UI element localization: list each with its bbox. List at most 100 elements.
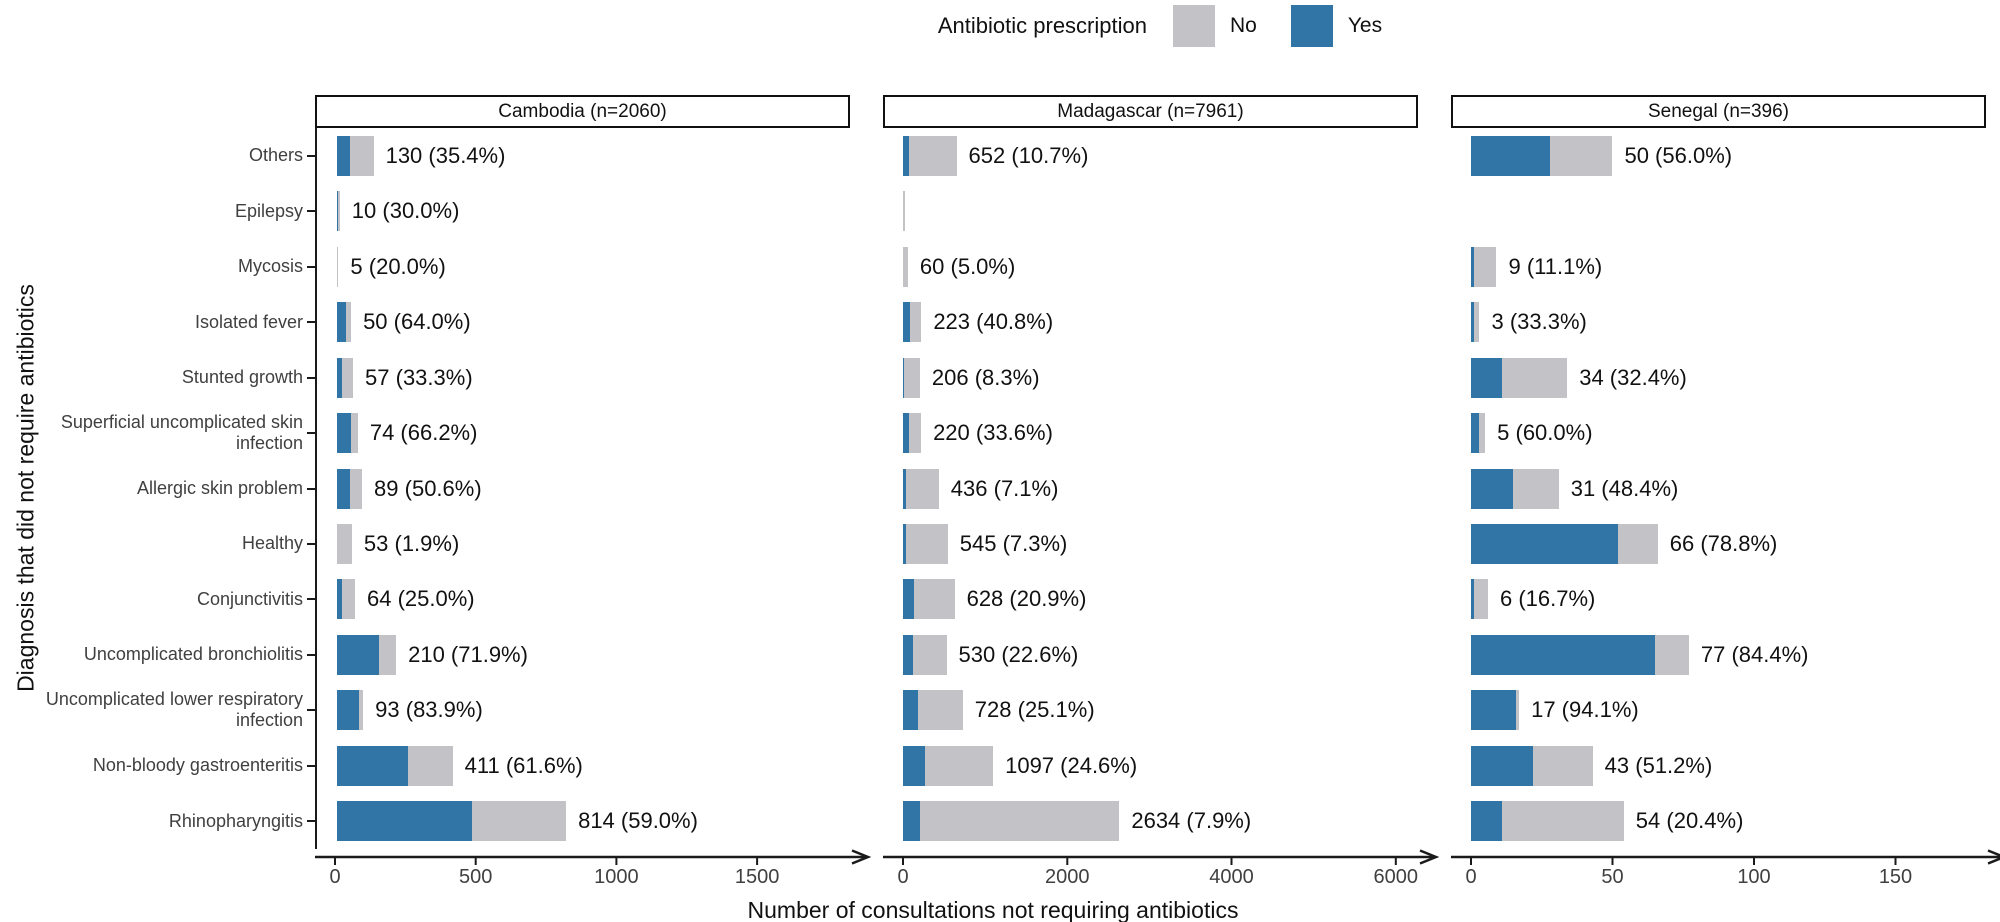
bar-segment-yes: [1471, 468, 1514, 509]
bar-value-label: 223 (40.8%): [933, 309, 1054, 335]
bar-segment-yes: [337, 801, 473, 842]
bar-segment-no: [908, 135, 957, 176]
category-row: Mycosis: [0, 239, 315, 294]
bar-segment-yes: [337, 579, 342, 620]
legend-item-no: No: [1172, 5, 1257, 47]
bar-segment-no: [350, 413, 358, 454]
y-axis-tick: [307, 653, 315, 656]
bar-segment-no: [903, 246, 908, 287]
bar-segment-no: [337, 246, 339, 287]
bar-segment-yes: [1471, 302, 1474, 343]
x-axis-tick-label: 1000: [594, 866, 639, 888]
bar-segment-yes: [903, 468, 906, 509]
bar-segment-yes: [903, 135, 909, 176]
bar-segment-yes: [903, 801, 921, 842]
category-row: Stunted growth: [0, 350, 315, 405]
bar-segment-no: [1533, 745, 1593, 786]
bar-value-label: 2634 (7.9%): [1131, 808, 1252, 834]
bar-segment-no: [912, 634, 947, 675]
y-axis-tick: [307, 321, 315, 324]
bar-segment-no: [358, 690, 364, 731]
bar-segment-no: [904, 357, 920, 398]
facet-title: Madagascar (n=7961): [883, 95, 1418, 128]
bar-value-label: 64 (25.0%): [367, 586, 475, 612]
facet-panel: Madagascar (n=7961) 652 (10.7%) 60 (5.0%) 2…: [883, 95, 1440, 893]
bar-segment-no: [1516, 690, 1520, 731]
plot-area: 652 (10.7%) 60 (5.0%) 223 (40.8%) 206 (8.3%…: [883, 128, 1418, 849]
legend-title: Antibiotic prescription: [937, 13, 1147, 38]
bar-segment-no: [349, 135, 374, 176]
y-axis-label: Healthy: [241, 533, 303, 554]
y-axis-tick: [307, 543, 315, 546]
category-row: Conjunctivitis: [0, 572, 315, 627]
x-axis-line: [1451, 849, 2000, 865]
category-row: Healthy: [0, 516, 315, 571]
facet-panels: Others Epilepsy Mycosis Isolated fever Stunt…: [0, 95, 2000, 893]
bar-segment-no: [920, 801, 1120, 842]
y-axis-label: Conjunctivitis: [196, 588, 303, 609]
facet-panel: Cambodia (n=2060) 130 (35.4%) 10 (30.0%) 5 …: [315, 95, 872, 893]
bar-value-label: 652 (10.7%): [968, 142, 1089, 168]
bar-value-label: 728 (25.1%): [974, 697, 1095, 723]
y-axis-tick: [307, 265, 315, 268]
bar-value-label: 57 (33.3%): [365, 364, 473, 390]
bar-value-label: 10 (30.0%): [351, 198, 460, 224]
y-axis-label: Uncomplicated bronchiolitis: [83, 644, 303, 665]
category-row: Uncomplicated bronchiolitis: [0, 627, 315, 682]
bar-segment-no: [918, 690, 963, 731]
category-row: Others: [0, 128, 315, 183]
bar-value-label: 54 (20.4%): [1635, 808, 1744, 834]
bar-value-label: 53 (1.9%): [363, 530, 460, 556]
x-axis-tick-label: 150: [1878, 866, 1913, 888]
x-axis-tick-label: 500: [459, 866, 493, 888]
y-axis-label: Epilepsy: [234, 200, 303, 221]
bar-value-label: 220 (33.6%): [933, 420, 1053, 446]
y-axis-tick: [307, 376, 315, 379]
y-axis-tick: [307, 487, 315, 490]
bar-segment-yes: [337, 413, 351, 454]
bar-segment-no: [408, 745, 453, 786]
y-axis-label: Superficial uncomplicated skin infection: [60, 411, 303, 454]
y-axis-tick: [307, 764, 315, 767]
bar-value-label: 17 (94.1%): [1531, 697, 1639, 723]
x-axis-tick-label: 0: [1465, 866, 1477, 888]
bar-segment-no: [910, 302, 922, 343]
bar-segment-yes: [337, 634, 380, 675]
bar-segment-yes: [903, 523, 907, 564]
bar-segment-yes: [1471, 801, 1503, 842]
bar-segment-no: [1479, 413, 1486, 454]
bar-value-label: 5 (60.0%): [1497, 420, 1593, 446]
bar-segment-yes: [337, 302, 346, 343]
bar-segment-no: [906, 523, 948, 564]
y-axis-tick: [307, 709, 315, 712]
bar-value-label: 628 (20.9%): [966, 586, 1087, 612]
bar-value-label: 411 (61.6%): [464, 752, 583, 778]
bar-value-label: 89 (50.6%): [374, 475, 482, 501]
bar-segment-no: [1502, 357, 1568, 398]
x-axis-tick-label: 50: [1601, 866, 1624, 888]
x-axis-line: [883, 849, 1440, 865]
bar-value-label: 436 (7.1%): [950, 475, 1059, 501]
bar-value-label: 66 (78.8%): [1669, 530, 1778, 556]
bar-segment-no: [909, 413, 922, 454]
plot-area: 50 (56.0%) 9 (11.1%) 3 (33.3%) 34 (32.4%) 5 …: [1451, 128, 1986, 849]
bar-value-label: 1097 (24.6%): [1005, 752, 1138, 778]
y-axis-tick: [307, 432, 315, 435]
bar-value-label: 93 (83.9%): [375, 697, 483, 723]
category-row: Rhinopharyngitis: [0, 794, 315, 849]
bar-segment-no: [337, 191, 340, 232]
x-axis-tick-label: 0: [897, 866, 909, 888]
y-axis-label: Allergic skin problem: [136, 477, 303, 498]
y-axis-tick: [307, 154, 315, 157]
bar-segment-no: [1618, 523, 1658, 564]
category-row: Superficial uncomplicated skin infection: [0, 405, 315, 460]
bar-segment-no: [1550, 135, 1613, 176]
bar-segment-no: [905, 468, 939, 509]
bar-value-label: 130 (35.4%): [385, 142, 506, 168]
bar-segment-yes: [1471, 634, 1655, 675]
x-axis-tick-label: 4000: [1209, 866, 1254, 888]
y-axis-label: Others: [248, 145, 303, 166]
legend-label-no: No: [1229, 14, 1257, 37]
bar-segment-no: [1513, 468, 1559, 509]
bar-segment-yes: [337, 357, 343, 398]
